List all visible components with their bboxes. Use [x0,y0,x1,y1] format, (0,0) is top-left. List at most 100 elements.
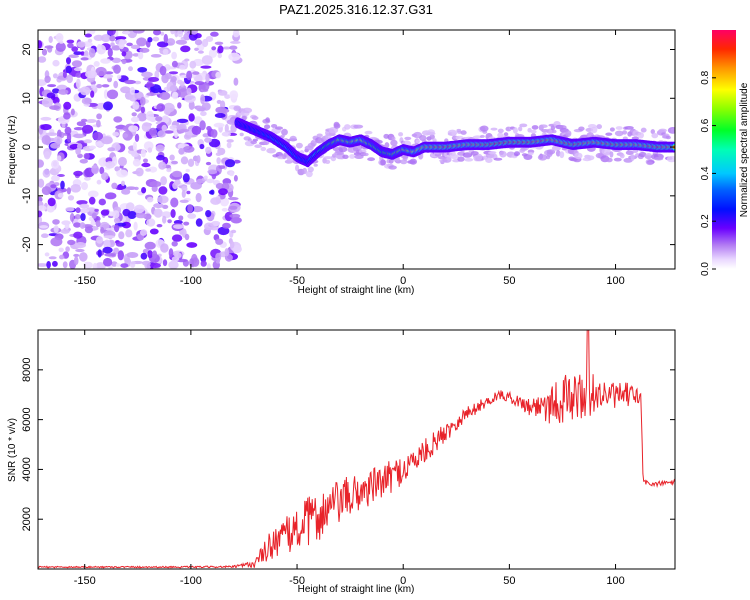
noise-blob [59,40,64,44]
noise-blob [55,42,66,52]
noise-blob [107,30,116,36]
noise-blob [186,87,192,96]
halo-blob [523,153,533,160]
noise-blob [149,228,159,235]
noise-blob [51,159,60,169]
noise-blob [116,169,129,178]
halo-blob [242,107,253,114]
noise-blob [147,37,153,43]
y-tick-label: 0 [21,144,33,150]
noise-blob [228,197,239,201]
noise-blob [114,224,120,233]
noise-blob [38,210,43,218]
noise-blob [132,158,141,167]
y-tick-label: 8000 [21,358,33,382]
noise-blob [169,154,175,161]
noise-blob [230,216,242,224]
y-tick-label: 2000 [21,507,33,531]
halo-blob [329,132,336,136]
noise-blob [217,53,222,59]
noise-blob [206,263,211,269]
noise-blob [109,35,116,42]
noise-blob [38,178,45,188]
noise-blob [38,79,47,86]
noise-blob [224,94,231,99]
noise-blob [229,213,241,219]
noise-blob [91,164,99,175]
noise-blob [82,124,94,134]
noise-blob [228,52,241,61]
noise-blob [105,161,116,169]
noise-blob [135,212,147,219]
noise-blob [114,166,120,172]
noise-blob [134,204,145,214]
noise-blob [73,222,82,228]
noise-blob [215,238,224,245]
noise-blob [111,182,118,189]
halo-blob [334,151,344,156]
halo-blob [470,151,479,156]
noise-blob [41,48,48,56]
noise-blob [161,115,170,124]
halo-blob [658,128,667,133]
noise-blob [148,166,158,173]
noise-blob [120,86,131,94]
noise-blob [195,218,203,227]
halo-blob [587,155,595,161]
noise-blob [171,51,178,60]
halo-blob [310,139,317,147]
noise-blob [136,37,147,47]
colorbar-tick-label: 0.2 [700,214,711,228]
noise-blob [184,233,190,241]
halo-blob [551,129,557,134]
noise-blob [221,46,232,50]
noise-blob [130,261,136,265]
noise-blob [218,165,226,170]
noise-blob [100,209,110,216]
noise-blob [217,90,228,96]
halo-blob [601,148,611,155]
noise-blob [47,197,56,207]
noise-blob [174,252,182,259]
noise-blob [154,70,160,79]
x-tick-label: -100 [180,575,202,587]
noise-blob [173,224,184,230]
noise-blob [170,197,179,208]
snr-x-ticks: -150 -100 -50 0 50 100 [74,330,625,587]
halo-blob [295,142,303,149]
noise-blob [162,48,169,55]
halo-blob [384,142,390,149]
noise-blob [81,97,92,105]
noise-blob [202,38,209,48]
y-tick-label: -10 [21,188,33,204]
spectrogram-y-ticks: 20 10 0 -10 -20 [21,43,675,253]
halo-blob [415,139,421,144]
noise-blob [148,127,158,136]
noise-blob [83,139,93,144]
halo-blob [266,147,276,154]
noise-blob [171,60,178,68]
halo-blob [398,132,404,137]
noise-blob [174,30,179,38]
noise-blob [155,116,163,122]
noise-blob [73,253,80,257]
noise-blob [101,84,110,88]
colorbar: 0.0 0.2 0.4 0.6 0.8 Normalized spectral ampl… [700,30,750,276]
noise-blob [218,188,228,196]
noise-blob [75,78,81,89]
noise-blob [132,101,140,110]
noise-blob [93,61,100,67]
noise-blob [113,116,123,123]
noise-blob [196,155,201,164]
noise-blob [79,252,88,262]
noise-blob [97,249,102,258]
noise-blob [79,159,89,164]
noise-blob [39,225,49,229]
noise-blob [179,199,189,203]
noise-blob [200,65,212,69]
noise-blob [116,74,122,80]
halo-blob [332,153,337,158]
noise-blob [103,89,109,99]
spectrogram-y-axis-label: Frequency (Hz) [7,116,18,185]
